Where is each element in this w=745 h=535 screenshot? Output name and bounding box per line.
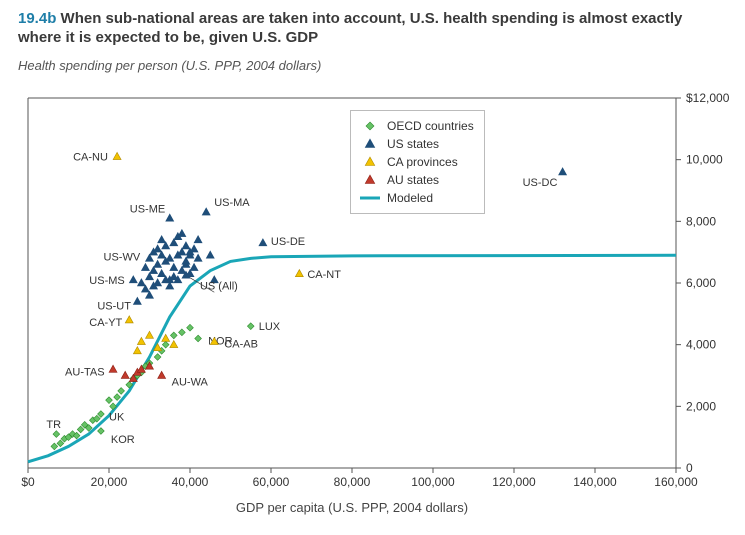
point-au (158, 371, 166, 378)
point-us (170, 263, 178, 270)
point-label: CA-NU (73, 152, 108, 164)
point-us (194, 254, 202, 261)
modeled-curve (28, 255, 676, 462)
point-us (129, 276, 137, 283)
svg-text:60,000: 60,000 (253, 475, 290, 489)
point-oecd (247, 323, 254, 330)
svg-text:140,000: 140,000 (573, 475, 617, 489)
point-us (194, 236, 202, 243)
point-us (178, 229, 186, 236)
point-label: US-UT (97, 301, 131, 313)
svg-text:8,000: 8,000 (686, 214, 716, 228)
svg-text:80,000: 80,000 (334, 475, 371, 489)
point-label: UK (109, 411, 125, 423)
svg-text:10,000: 10,000 (686, 153, 723, 167)
point-oecd (114, 394, 121, 401)
point-oecd (118, 388, 125, 395)
svg-text:20,000: 20,000 (91, 475, 128, 489)
point-ca (125, 316, 133, 323)
point-label: AU-WA (172, 377, 209, 389)
point-us (166, 214, 174, 221)
point-label: US-ME (130, 203, 165, 215)
point-us (133, 297, 141, 304)
point-label: AU-TAS (65, 366, 105, 378)
point-us (182, 242, 190, 249)
svg-text:100,000: 100,000 (411, 475, 455, 489)
point-au (121, 371, 129, 378)
point-oecd (162, 341, 169, 348)
point-oecd (98, 411, 105, 418)
point-oecd (187, 324, 194, 331)
legend: OECD countries US states CA provinces AU st… (350, 110, 485, 214)
legend-label: Modeled (387, 191, 433, 205)
point-ca (162, 334, 170, 341)
point-label: US-DE (271, 236, 305, 248)
svg-text:120,000: 120,000 (492, 475, 536, 489)
svg-text:$0: $0 (21, 475, 35, 489)
point-label: CA-NT (307, 269, 341, 281)
legend-item: OECD countries (359, 117, 474, 135)
point-oecd (106, 397, 113, 404)
point-label: US-DC (523, 177, 558, 189)
legend-item: CA provinces (359, 153, 474, 171)
point-label: US-MA (214, 197, 250, 209)
point-oecd (57, 440, 64, 447)
point-ca (295, 270, 303, 277)
legend-label: AU states (387, 173, 439, 187)
point-us (137, 279, 145, 286)
point-ca (137, 337, 145, 344)
point-label: US-WV (104, 251, 141, 263)
point-ca (170, 340, 178, 347)
svg-text:6,000: 6,000 (686, 276, 716, 290)
svg-text:0: 0 (686, 461, 693, 475)
point-us (154, 279, 162, 286)
point-oecd (98, 428, 105, 435)
legend-label: OECD countries (387, 119, 474, 133)
point-oecd (195, 335, 202, 342)
point-label: CA-YT (89, 317, 122, 329)
point-label: TR (46, 419, 61, 431)
svg-text:40,000: 40,000 (172, 475, 209, 489)
point-label: CA-AB (224, 339, 258, 351)
svg-text:4,000: 4,000 (686, 338, 716, 352)
point-us (259, 239, 267, 246)
point-ca (133, 347, 141, 354)
x-axis-label: GDP per capita (U.S. PPP, 2004 dollars) (28, 500, 676, 515)
scatter-chart: $0 20,000 40,000 60,000 80,000 100,000 120,000… (0, 0, 745, 535)
legend-item: Modeled (359, 189, 474, 207)
point-ca (146, 331, 154, 338)
point-label: LUX (259, 321, 281, 333)
point-au (109, 365, 117, 372)
point-label: US-MS (89, 275, 124, 287)
point-oecd (53, 431, 60, 438)
svg-text:$12,000: $12,000 (686, 91, 730, 105)
point-oecd (179, 329, 186, 336)
legend-item: AU states (359, 171, 474, 189)
point-us (158, 236, 166, 243)
point-us (158, 270, 166, 277)
point-us (559, 168, 567, 175)
legend-item: US states (359, 135, 474, 153)
svg-text:2,000: 2,000 (686, 399, 716, 413)
point-us (154, 245, 162, 252)
svg-text:160,000: 160,000 (654, 475, 698, 489)
point-ca (113, 152, 121, 159)
legend-label: CA provinces (387, 155, 458, 169)
point-oecd (154, 354, 161, 361)
point-us (202, 208, 210, 215)
point-us (166, 254, 174, 261)
point-oecd (77, 426, 84, 433)
point-us (141, 263, 149, 270)
point-us (190, 263, 198, 270)
point-oecd (170, 332, 177, 339)
point-us (154, 260, 162, 267)
point-oecd (51, 443, 58, 450)
legend-label: US states (387, 137, 439, 151)
point-us (206, 251, 214, 258)
point-label: KOR (111, 434, 135, 446)
point-label: US (All) (200, 280, 238, 292)
